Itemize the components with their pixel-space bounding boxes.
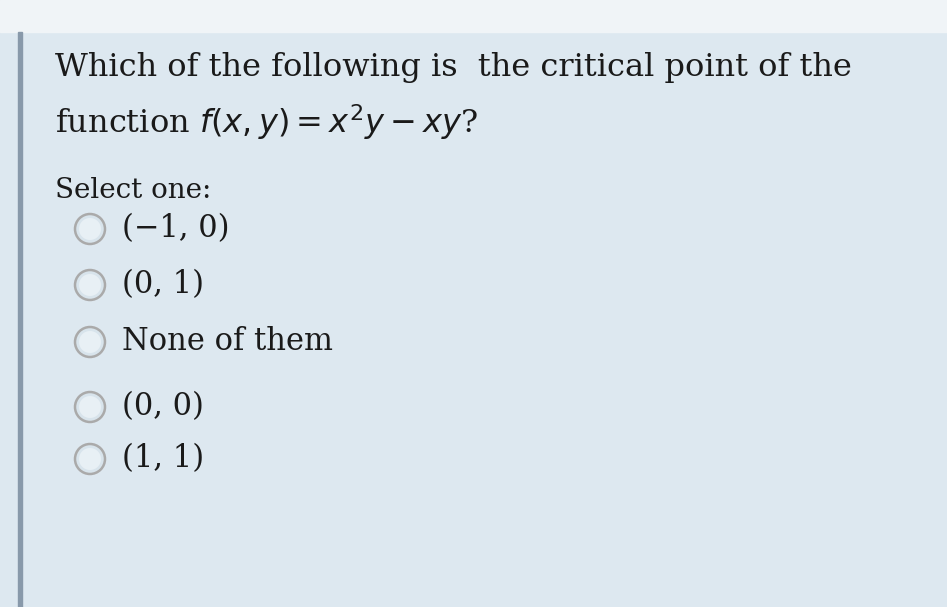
Circle shape: [79, 448, 101, 470]
Bar: [18, 32, 22, 607]
Circle shape: [75, 392, 105, 422]
Text: (−1, 0): (−1, 0): [122, 214, 229, 245]
Circle shape: [79, 396, 101, 418]
Circle shape: [75, 327, 105, 357]
Text: Which of the following is  the critical point of the: Which of the following is the critical p…: [55, 52, 852, 83]
Text: Select one:: Select one:: [55, 177, 211, 204]
Circle shape: [75, 270, 105, 300]
Text: (1, 1): (1, 1): [122, 444, 205, 475]
Text: (0, 1): (0, 1): [122, 270, 204, 300]
Bar: [0, 0, 947, 32]
Text: function $f(x, y) = x^2y - xy$?: function $f(x, y) = x^2y - xy$?: [55, 102, 478, 141]
Circle shape: [79, 274, 101, 296]
Circle shape: [75, 214, 105, 244]
Circle shape: [75, 444, 105, 474]
Circle shape: [79, 218, 101, 240]
Text: (0, 0): (0, 0): [122, 392, 204, 422]
Text: None of them: None of them: [122, 327, 333, 358]
Circle shape: [79, 331, 101, 353]
